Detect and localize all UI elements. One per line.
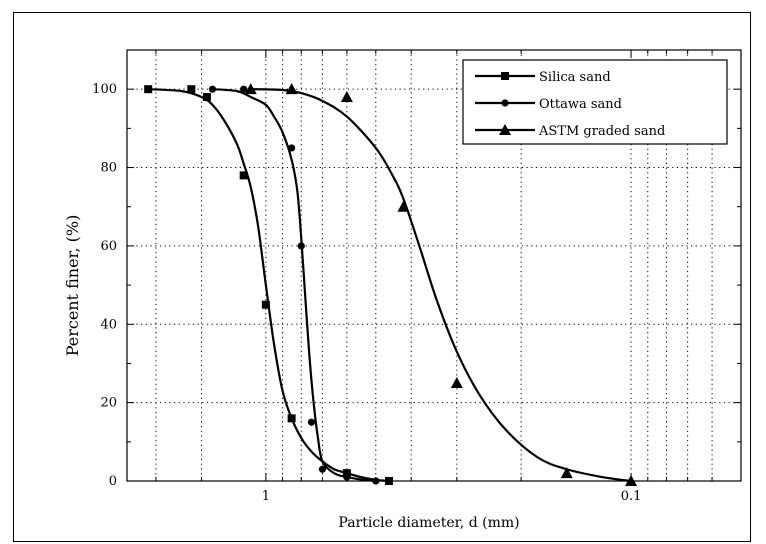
data-point-ottawa-sand <box>343 473 351 481</box>
data-point-ottawa-sand <box>307 418 316 426</box>
legend-label-silica-sand: Silica sand <box>539 70 611 85</box>
data-point-silica-sand <box>287 414 296 423</box>
data-point-ottawa-sand <box>372 477 380 485</box>
legend-marker-ottawa-sand <box>501 99 509 107</box>
plot-area <box>126 49 742 482</box>
y-tick-label: 20 <box>100 396 117 411</box>
data-point-astm-graded-sand <box>450 377 463 389</box>
data-point-astm-graded-sand <box>340 91 353 103</box>
series-curves <box>148 88 632 483</box>
data-point-silica-sand <box>239 171 248 180</box>
legend-marker-astm-graded-sand <box>499 124 511 135</box>
x-tick-label: 1 <box>262 489 270 504</box>
data-point-astm-graded-sand <box>625 475 638 486</box>
data-point-ottawa-sand <box>288 144 296 152</box>
data-point-ottawa-sand <box>318 465 327 473</box>
data-point-silica-sand <box>202 93 211 102</box>
x-axis-title: Particle diameter, d (mm) <box>338 515 519 531</box>
data-point-ottawa-sand <box>240 85 248 93</box>
data-point-ottawa-sand <box>208 85 217 93</box>
legend-items: Silica sand Ottawa sand ASTM graded sand <box>475 70 665 139</box>
y-tick-label: 80 <box>100 161 117 176</box>
y-axis-title: Percent finer, (%) <box>63 215 82 357</box>
series-line-astm-graded-sand <box>250 88 632 483</box>
data-point-silica-sand <box>385 477 394 485</box>
series-line-ottawa-sand <box>212 88 376 483</box>
data-point-astm-graded-sand <box>397 200 410 212</box>
legend-marker-silica-sand <box>501 72 509 80</box>
y-tick-label: 100 <box>92 82 117 97</box>
series-line-silica-sand <box>148 88 390 483</box>
data-point-silica-sand <box>144 85 153 94</box>
data-point-astm-graded-sand <box>285 83 298 95</box>
y-tick-label: 0 <box>109 474 117 489</box>
x-tick-label: 0.1 <box>621 489 642 504</box>
data-point-ottawa-sand <box>297 242 305 250</box>
legend-label-ottawa-sand: Ottawa sand <box>539 97 622 112</box>
tick-labels: 0 20 40 60 80 100 1 0.1 <box>92 82 641 504</box>
data-point-silica-sand <box>342 469 351 478</box>
data-point-silica-sand <box>261 300 270 309</box>
axis-ticks <box>127 50 741 482</box>
y-tick-label: 60 <box>100 239 117 254</box>
series-markers <box>144 83 638 486</box>
data-point-astm-graded-sand <box>244 83 257 95</box>
legend-label-astm-graded-sand: ASTM graded sand <box>538 124 665 139</box>
data-point-silica-sand <box>187 85 196 94</box>
y-tick-label: 40 <box>100 317 117 332</box>
data-point-astm-graded-sand <box>560 467 573 479</box>
legend: Silica sand Ottawa sand ASTM graded sand <box>462 59 728 145</box>
